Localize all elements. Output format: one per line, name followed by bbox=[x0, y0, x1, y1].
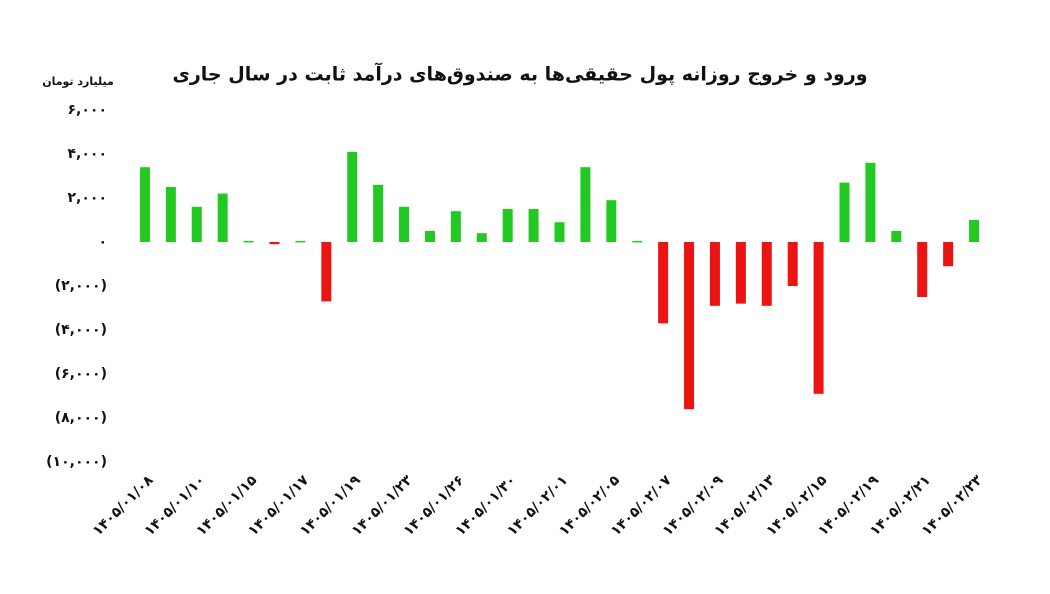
bar bbox=[191, 206, 202, 242]
y-tick-label: ۶,۰۰۰ bbox=[68, 102, 108, 118]
bar bbox=[165, 187, 176, 242]
bar bbox=[528, 209, 539, 242]
bar bbox=[373, 184, 384, 242]
bar bbox=[969, 220, 980, 242]
y-tick-label: (۲,۰۰۰) bbox=[55, 278, 107, 294]
bar bbox=[476, 233, 487, 242]
chart-title: ورود و خروج روزانه پول حقیقی‌ها به صندوق… bbox=[172, 62, 867, 86]
bar bbox=[917, 242, 928, 297]
bar bbox=[399, 206, 410, 242]
bar bbox=[450, 211, 461, 242]
bar bbox=[502, 209, 513, 242]
bar bbox=[684, 242, 695, 410]
y-tick-label: ۲,۰۰۰ bbox=[68, 190, 108, 206]
bar bbox=[891, 231, 902, 242]
y-tick-label: (۴,۰۰۰) bbox=[55, 322, 107, 338]
y-tick-label: (۶,۰۰۰) bbox=[55, 366, 107, 382]
bar bbox=[943, 242, 954, 267]
y-axis-label: میلیارد تومان bbox=[42, 75, 114, 88]
bar bbox=[735, 242, 746, 304]
y-tick-label: (۱۰,۰۰۰) bbox=[46, 454, 107, 470]
bar bbox=[606, 200, 617, 242]
y-tick-label: ۴,۰۰۰ bbox=[68, 146, 108, 162]
bar bbox=[321, 242, 332, 302]
y-tick-label: ۰ bbox=[98, 234, 107, 250]
bar bbox=[761, 242, 772, 306]
bar bbox=[709, 242, 720, 306]
bar bbox=[658, 242, 669, 324]
bar bbox=[580, 167, 591, 242]
bar bbox=[813, 242, 824, 394]
bar bbox=[347, 151, 358, 242]
bar bbox=[554, 222, 565, 242]
bar bbox=[295, 240, 306, 243]
bar bbox=[243, 240, 254, 243]
bar bbox=[787, 242, 798, 286]
bar bbox=[839, 182, 850, 242]
bar bbox=[424, 231, 435, 242]
bar bbox=[632, 240, 643, 243]
bar bbox=[865, 162, 876, 242]
bar bbox=[269, 242, 280, 245]
bar bbox=[139, 167, 150, 242]
y-tick-label: (۸,۰۰۰) bbox=[55, 410, 107, 426]
bar bbox=[217, 193, 228, 242]
